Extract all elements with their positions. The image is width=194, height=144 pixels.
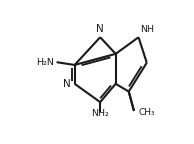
Text: N: N bbox=[63, 79, 71, 89]
Text: NH₂: NH₂ bbox=[91, 109, 109, 118]
Text: CH₃: CH₃ bbox=[139, 108, 155, 117]
Text: NH: NH bbox=[140, 25, 154, 34]
Text: N: N bbox=[96, 24, 104, 34]
Text: H₂N: H₂N bbox=[36, 58, 54, 67]
